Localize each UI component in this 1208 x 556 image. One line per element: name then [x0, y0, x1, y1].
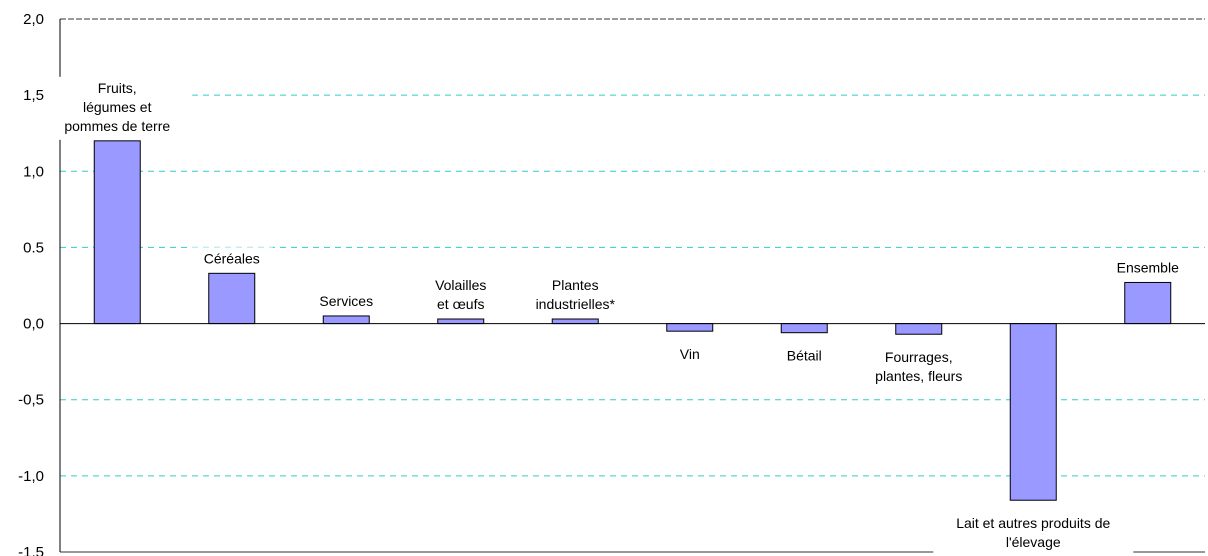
category-label: Services — [319, 293, 373, 309]
bar — [666, 323, 714, 332]
label-background — [525, 274, 626, 319]
y-tick-label: 0,0 — [23, 316, 44, 333]
y-tick-label: 2,0 — [23, 11, 44, 28]
y-tick-label: 1,5 — [23, 87, 44, 104]
label-background — [771, 344, 838, 370]
category-label: Fourrages, — [885, 349, 953, 365]
category-label: Céréales — [204, 250, 260, 266]
label-background — [42, 76, 193, 140]
bar — [208, 272, 256, 325]
y-tick-label: 1,0 — [23, 163, 44, 180]
bar — [437, 318, 485, 325]
bar — [551, 318, 599, 325]
bar — [1124, 281, 1172, 325]
bar — [322, 315, 370, 325]
category-label: pommes de terre — [64, 118, 170, 134]
bar — [93, 140, 141, 325]
label-background — [420, 274, 501, 319]
label-background — [1106, 256, 1189, 282]
category-label: l'élevage — [1006, 534, 1061, 550]
bar — [895, 323, 943, 335]
bar — [780, 323, 828, 334]
y-tick-label: -0,5 — [18, 392, 44, 409]
label-background — [190, 247, 273, 273]
label-background — [933, 512, 1134, 556]
category-label: légumes et — [83, 99, 152, 115]
category-label: plantes, fleurs — [875, 368, 962, 384]
category-label: Vin — [680, 346, 700, 362]
label-background — [306, 289, 387, 315]
category-label: Ensemble — [1117, 259, 1179, 275]
category-label: Lait et autres produits de — [956, 515, 1110, 531]
label-background — [863, 346, 974, 391]
y-tick-label: -1,0 — [18, 468, 44, 485]
category-label: Volailles — [435, 277, 486, 293]
y-tick-label: -1,5 — [18, 544, 44, 556]
label-background — [659, 343, 720, 369]
category-label: et œufs — [437, 296, 484, 312]
category-label: Plantes — [552, 277, 599, 293]
category-label: Bétail — [787, 348, 822, 364]
y-tick-label: 0.5 — [23, 239, 44, 256]
category-label: Fruits, — [98, 80, 137, 96]
bar — [1009, 323, 1057, 501]
category-label: industrielles* — [536, 296, 616, 312]
